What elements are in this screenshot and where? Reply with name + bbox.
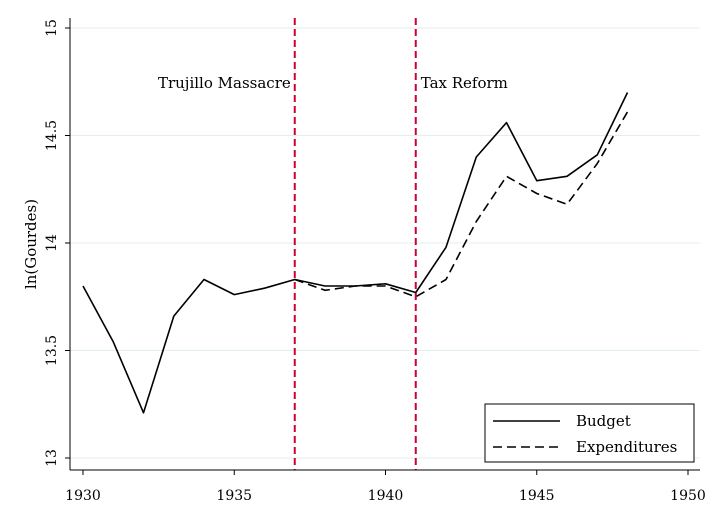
legend-box — [484, 403, 695, 463]
legend: Budget Expenditures — [484, 403, 695, 463]
x-tick-labels: 1930 1935 1940 1945 1950 — [65, 488, 706, 504]
event-label-0: Trujillo Massacre — [158, 74, 291, 92]
y-tick-label-0: 13 — [44, 449, 60, 467]
event-label-1: Tax Reform — [421, 74, 508, 92]
x-tick-label-0: 1930 — [65, 488, 101, 504]
annotations: Trujillo Massacre Tax Reform — [158, 74, 508, 92]
y-tick-labels: 13 13.5 14 14.5 15 — [44, 19, 60, 467]
legend-label-expenditures: Expenditures — [576, 438, 677, 456]
event-lines — [293, 18, 417, 470]
x-tick-label-1: 1935 — [216, 488, 252, 504]
series-expenditures-line — [294, 111, 629, 298]
y-tick-label-1: 13.5 — [44, 335, 60, 366]
x-tick-label-4: 1950 — [670, 488, 706, 504]
y-tick-label-2: 14 — [44, 234, 60, 252]
x-tick-label-3: 1945 — [519, 488, 555, 504]
y-tick-label-3: 14.5 — [44, 120, 60, 151]
legend-label-budget: Budget — [576, 412, 631, 430]
y-axis-title: ln(Gourdes) — [22, 199, 40, 289]
x-tick-label-2: 1940 — [368, 488, 404, 504]
y-tick-label-4: 15 — [44, 19, 60, 37]
series-lines — [82, 92, 629, 414]
axes — [65, 18, 700, 475]
